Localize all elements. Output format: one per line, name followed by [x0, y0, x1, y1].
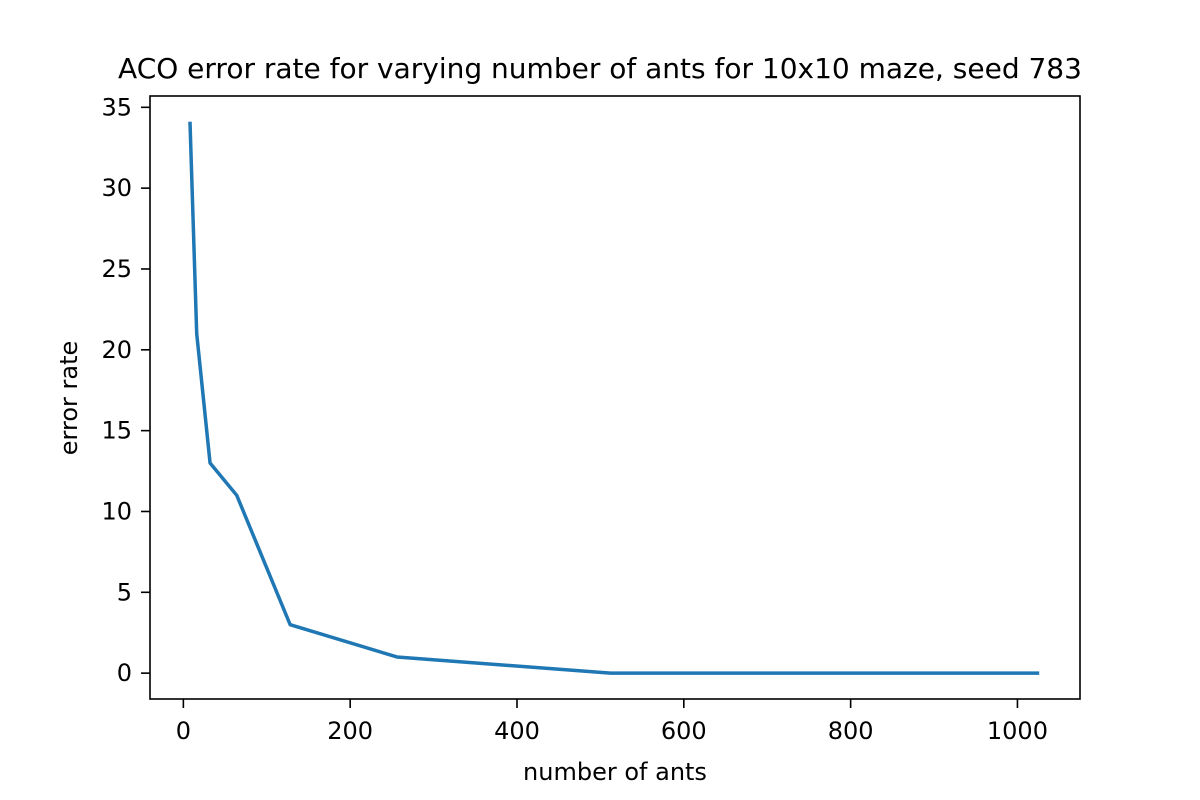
- chart-title: ACO error rate for varying number of ant…: [118, 52, 1082, 85]
- y-tick-label: 25: [101, 255, 132, 283]
- x-axis-ticks: 0 200 400 600 800 1000: [176, 699, 1048, 745]
- y-tick-label: 15: [101, 417, 132, 445]
- x-axis-label: number of ants: [523, 758, 707, 786]
- series-line-error-rate: [188, 121, 1040, 675]
- y-tick-label: 20: [101, 336, 132, 364]
- x-tick-label: 1000: [987, 717, 1048, 745]
- y-tick-label: 10: [101, 497, 132, 525]
- y-tick-label: 30: [101, 174, 132, 202]
- x-tick-label: 600: [661, 717, 707, 745]
- x-tick-label: 0: [176, 717, 191, 745]
- series-layer: [188, 121, 1040, 675]
- y-tick-label: 5: [117, 578, 132, 606]
- x-tick-label: 400: [494, 717, 540, 745]
- x-tick-label: 800: [828, 717, 874, 745]
- y-tick-label: 35: [101, 93, 132, 121]
- y-axis-ticks: 0 5 10 15 20 25 30 35: [101, 93, 150, 687]
- y-axis-label: error rate: [55, 341, 83, 455]
- plot-area-frame: [149, 95, 1081, 700]
- y-tick-label: 0: [117, 659, 132, 687]
- x-tick-label: 200: [327, 717, 373, 745]
